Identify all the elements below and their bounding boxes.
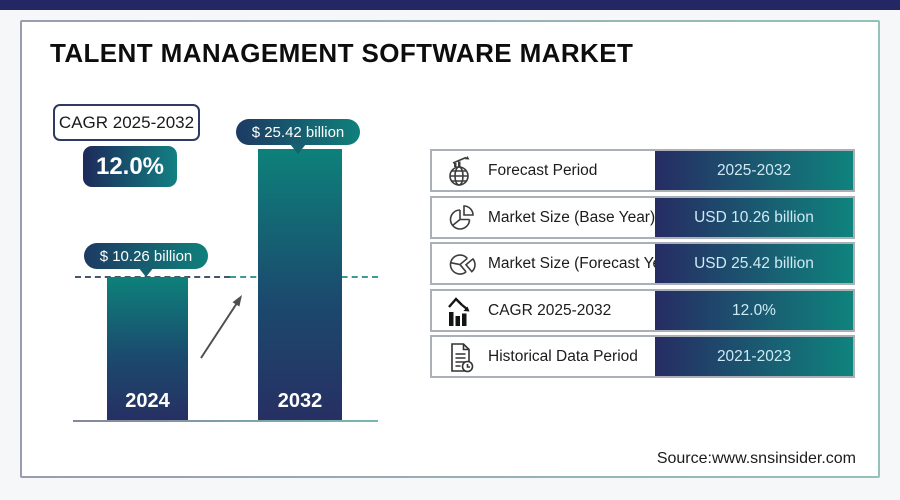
bar-2024-year-label: 2024 <box>125 390 170 412</box>
table-row-cagr: CAGR 2025-2032 12.0% <box>430 289 855 332</box>
table-row-value: USD 25.42 billion <box>655 244 853 283</box>
table-row-historical-period: Historical Data Period 2021-2023 <box>430 335 855 378</box>
page-title: TALENT MANAGEMENT SOFTWARE MARKET <box>50 38 634 68</box>
table-row-value: 2025-2032 <box>655 151 853 190</box>
value-bubble-2024-label: $ 10.26 billion <box>99 247 193 265</box>
bubble-pointer <box>290 144 306 154</box>
top-accent-bar <box>0 0 900 10</box>
value-bubble-2032: $ 25.42 billion <box>236 119 360 145</box>
table-row-label: Market Size (Base Year) <box>488 208 656 226</box>
pie-chart-icon <box>443 247 479 283</box>
table-row-market-size-forecast: Market Size (Forecast Year) USD 25.42 bi… <box>430 242 855 285</box>
source-text: Source:www.snsinsider.com <box>656 450 856 467</box>
bar-2032-year-label: 2032 <box>277 390 323 412</box>
bar-2024: 2024 <box>107 277 188 422</box>
growth-arrow-icon <box>200 295 242 359</box>
table-row-label: Market Size (Forecast Year) <box>488 254 681 272</box>
value-bubble-2032-label: $ 25.42 billion <box>251 123 345 141</box>
table-row-label: Historical Data Period <box>488 347 638 365</box>
table-row-value: 2021-2023 <box>655 337 853 376</box>
globe-growth-icon <box>443 154 479 190</box>
table-row-label: CAGR 2025-2032 <box>488 301 612 319</box>
bubble-pointer <box>138 267 154 277</box>
value-bubble-2024: $ 10.26 billion <box>84 243 208 269</box>
cagr-period-box: CAGR 2025-2032 <box>53 104 200 141</box>
table-row-value: USD 10.26 billion <box>655 198 853 237</box>
table-row-forecast-period: Forecast Period 2025-2032 <box>430 149 855 192</box>
table-row-market-size-base: Market Size (Base Year) USD 10.26 billio… <box>430 196 855 239</box>
x-axis-line <box>73 420 378 422</box>
table-row-value: 12.0% <box>655 291 853 330</box>
pie-chart-icon <box>443 201 479 237</box>
bar-chart-arrow-icon <box>443 294 479 330</box>
cagr-value-badge: 12.0% <box>83 146 177 187</box>
document-clock-icon <box>443 340 479 376</box>
table-row-label: Forecast Period <box>488 161 598 179</box>
bar-2032: 2032 <box>258 149 342 422</box>
